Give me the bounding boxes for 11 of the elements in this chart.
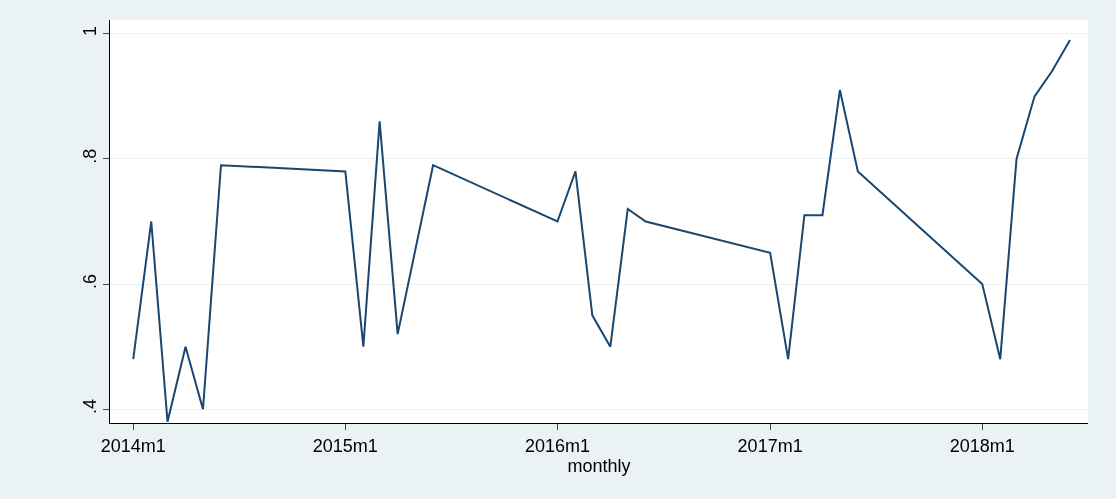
- x-tick-label: 2016m1: [524, 435, 590, 456]
- line-series: [132, 39, 1071, 423]
- x-tick-label: 2014m1: [100, 435, 166, 456]
- x-tick-label: 2015m1: [312, 435, 378, 456]
- x-tick-label: 2018m1: [949, 435, 1015, 456]
- y-tick-label: 1: [79, 26, 100, 37]
- x-axis-title: monthly: [567, 455, 631, 476]
- y-tick-label: .6: [79, 273, 100, 289]
- y-tick-label: .4: [79, 399, 100, 415]
- y-tick-label: .8: [79, 148, 100, 164]
- x-tick-label: 2017m1: [737, 435, 803, 456]
